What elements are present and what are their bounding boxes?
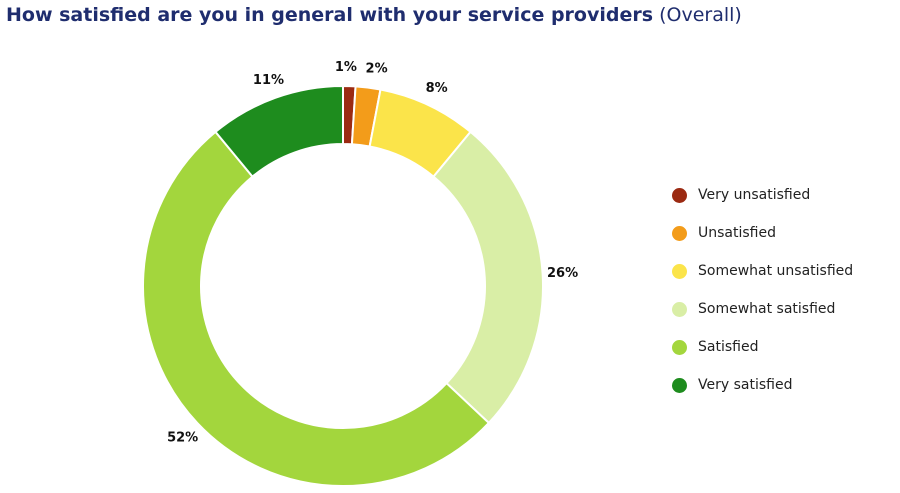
data-label-satisfied: 52% <box>167 431 198 446</box>
donut-slice-satisfied <box>142 130 491 487</box>
legend-item-very-satisfied: Very satisfied <box>672 366 853 404</box>
legend-label: Very satisfied <box>698 377 793 393</box>
legend-swatch <box>672 263 687 279</box>
legend-item-unsatisfied: Unsatisfied <box>672 214 853 252</box>
data-label-very-satisfied: 11% <box>253 73 284 88</box>
chart-title-main: How satisfied are you in general with yo… <box>6 4 654 26</box>
chart-title-subtitle: (Overall) <box>659 4 742 26</box>
legend-swatch <box>672 225 687 241</box>
data-label-unsatisfied: 2% <box>366 62 388 77</box>
data-label-very-unsatisfied: 1% <box>335 60 357 75</box>
legend-item-somewhat-satisfied: Somewhat satisfied <box>672 290 853 328</box>
donut-slice-somewhat-satisfied <box>432 130 544 425</box>
chart-legend: Very unsatisfied Unsatisfied Somewhat unsa… <box>672 176 853 404</box>
legend-item-very-unsatisfied: Very unsatisfied <box>672 176 853 214</box>
legend-swatch <box>672 187 687 203</box>
donut-slice-very-satisfied <box>214 84 344 178</box>
legend-swatch <box>672 339 687 355</box>
legend-label: Satisfied <box>698 339 759 355</box>
legend-swatch <box>672 301 687 317</box>
legend-item-satisfied: Satisfied <box>672 328 853 366</box>
data-label-somewhat-unsatisfied: 8% <box>426 81 448 96</box>
legend-swatch <box>672 377 687 393</box>
legend-label: Somewhat satisfied <box>698 301 836 317</box>
legend-label: Unsatisfied <box>698 225 776 241</box>
legend-item-somewhat-unsatisfied: Somewhat unsatisfied <box>672 252 853 290</box>
chart-title: How satisfied are you in general with yo… <box>6 4 742 26</box>
data-label-somewhat-satisfied: 26% <box>547 266 578 281</box>
legend-label: Somewhat unsatisfied <box>698 263 854 279</box>
legend-label: Very unsatisfied <box>698 187 811 203</box>
